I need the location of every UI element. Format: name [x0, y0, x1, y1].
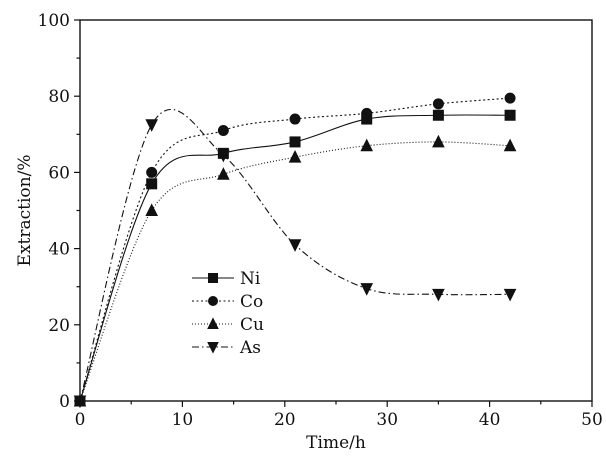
- legend-marker: [208, 296, 218, 306]
- data-point-cu: [503, 138, 517, 152]
- data-point-cu: [360, 138, 374, 152]
- legend-marker: [207, 317, 219, 329]
- legend-marker: [207, 342, 219, 354]
- data-point-ni: [504, 109, 516, 121]
- x-axis: 0 10 20 30 40 50: [75, 401, 603, 430]
- y-tick-label: 80: [48, 87, 70, 107]
- legend-item-as: As: [192, 338, 261, 358]
- legend-item-cu: Cu: [192, 315, 264, 335]
- series-layer: [73, 92, 517, 409]
- y-tick-label: 20: [48, 316, 70, 336]
- data-point-cu: [217, 167, 230, 180]
- data-point-ni: [289, 136, 301, 148]
- x-tick-label: 0: [75, 410, 86, 430]
- data-point-ni: [146, 178, 158, 190]
- x-axis-title: Time/h: [306, 433, 366, 453]
- y-tick-label: 100: [38, 11, 70, 31]
- data-point-co: [289, 113, 301, 125]
- y-axis-title: Extraction/%: [15, 155, 35, 267]
- series-as: [73, 108, 517, 409]
- data-point-cu: [432, 134, 445, 148]
- data-point-as: [503, 288, 517, 302]
- data-point-as: [288, 239, 302, 252]
- data-point-co: [361, 107, 373, 119]
- legend-item-co: Co: [192, 292, 263, 312]
- legend-item-ni: Ni: [192, 269, 261, 289]
- x-tick-label: 30: [376, 410, 398, 430]
- series-line-cu: [79, 141, 511, 402]
- data-point-as: [432, 288, 445, 302]
- x-tick-label: 40: [479, 410, 501, 430]
- data-point-ni: [432, 109, 444, 121]
- plot-area: [79, 19, 593, 402]
- y-axis: 0 20 40 60 80 100: [38, 11, 80, 412]
- data-point-cu: [288, 150, 302, 163]
- legend-marker: [208, 273, 218, 283]
- x-tick-label: 20: [274, 410, 296, 430]
- data-point-co: [432, 98, 444, 110]
- data-point-co: [217, 124, 229, 136]
- legend-label: Cu: [240, 315, 264, 335]
- y-tick-label: 0: [59, 392, 70, 412]
- plot-frame: [79, 19, 593, 402]
- series-cu: [73, 134, 517, 407]
- data-point-as: [73, 395, 87, 409]
- legend-label: As: [239, 338, 261, 358]
- x-tick-label: 50: [581, 410, 603, 430]
- legend-label: Ni: [240, 269, 261, 289]
- x-tick-label: 10: [172, 410, 194, 430]
- y-tick-label: 60: [48, 163, 70, 183]
- series-line-as: [79, 108, 511, 402]
- data-point-as: [360, 283, 374, 296]
- data-point-co: [146, 166, 158, 178]
- y-tick-label: 40: [48, 240, 70, 260]
- legend-label: Co: [240, 292, 263, 312]
- data-point-as: [217, 149, 230, 163]
- data-point-co: [504, 92, 516, 104]
- data-point-cu: [145, 203, 158, 216]
- legend: Ni Co Cu As: [192, 269, 264, 358]
- data-point-as: [145, 119, 158, 132]
